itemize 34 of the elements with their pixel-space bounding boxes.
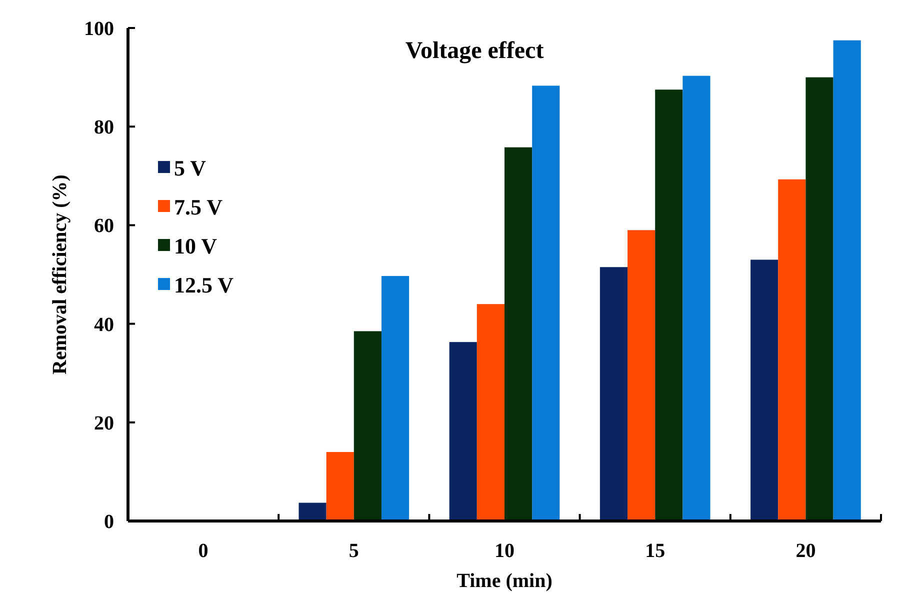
bar <box>532 86 560 521</box>
legend-label: 7.5 V <box>174 194 223 220</box>
y-tick-label: 20 <box>94 412 114 434</box>
x-tick-label: 20 <box>796 540 816 562</box>
bar <box>833 40 861 521</box>
legend-label: 12.5 V <box>174 272 234 298</box>
bar <box>354 331 382 521</box>
y-tick-label: 100 <box>84 18 114 40</box>
x-tick-label: 15 <box>645 540 666 562</box>
y-tick-label: 0 <box>104 511 114 533</box>
x-axis-title: Time (min) <box>456 570 552 592</box>
bar <box>600 267 628 521</box>
bar <box>476 304 504 521</box>
y-tick-label: 80 <box>94 116 114 139</box>
x-tick-label: 10 <box>494 540 514 562</box>
y-tick-label: 60 <box>94 215 114 238</box>
bar <box>298 502 326 521</box>
chart-title: Voltage effect <box>405 38 544 64</box>
bar <box>655 90 683 521</box>
bar <box>806 77 834 521</box>
y-tick-label: 40 <box>94 314 114 336</box>
x-tick-label: 0 <box>198 540 208 562</box>
bar <box>504 147 532 521</box>
bar <box>326 452 354 521</box>
legend-label: 5 V <box>174 156 206 181</box>
bar <box>682 76 710 521</box>
bar <box>778 179 806 521</box>
bar <box>628 230 656 521</box>
x-tick-label: 5 <box>348 540 359 562</box>
y-axis-title: Removal efficiency (%) <box>49 174 71 374</box>
legend-label: 10 V <box>174 234 218 259</box>
bar <box>381 276 410 521</box>
bar <box>750 260 778 521</box>
bar <box>449 342 477 521</box>
